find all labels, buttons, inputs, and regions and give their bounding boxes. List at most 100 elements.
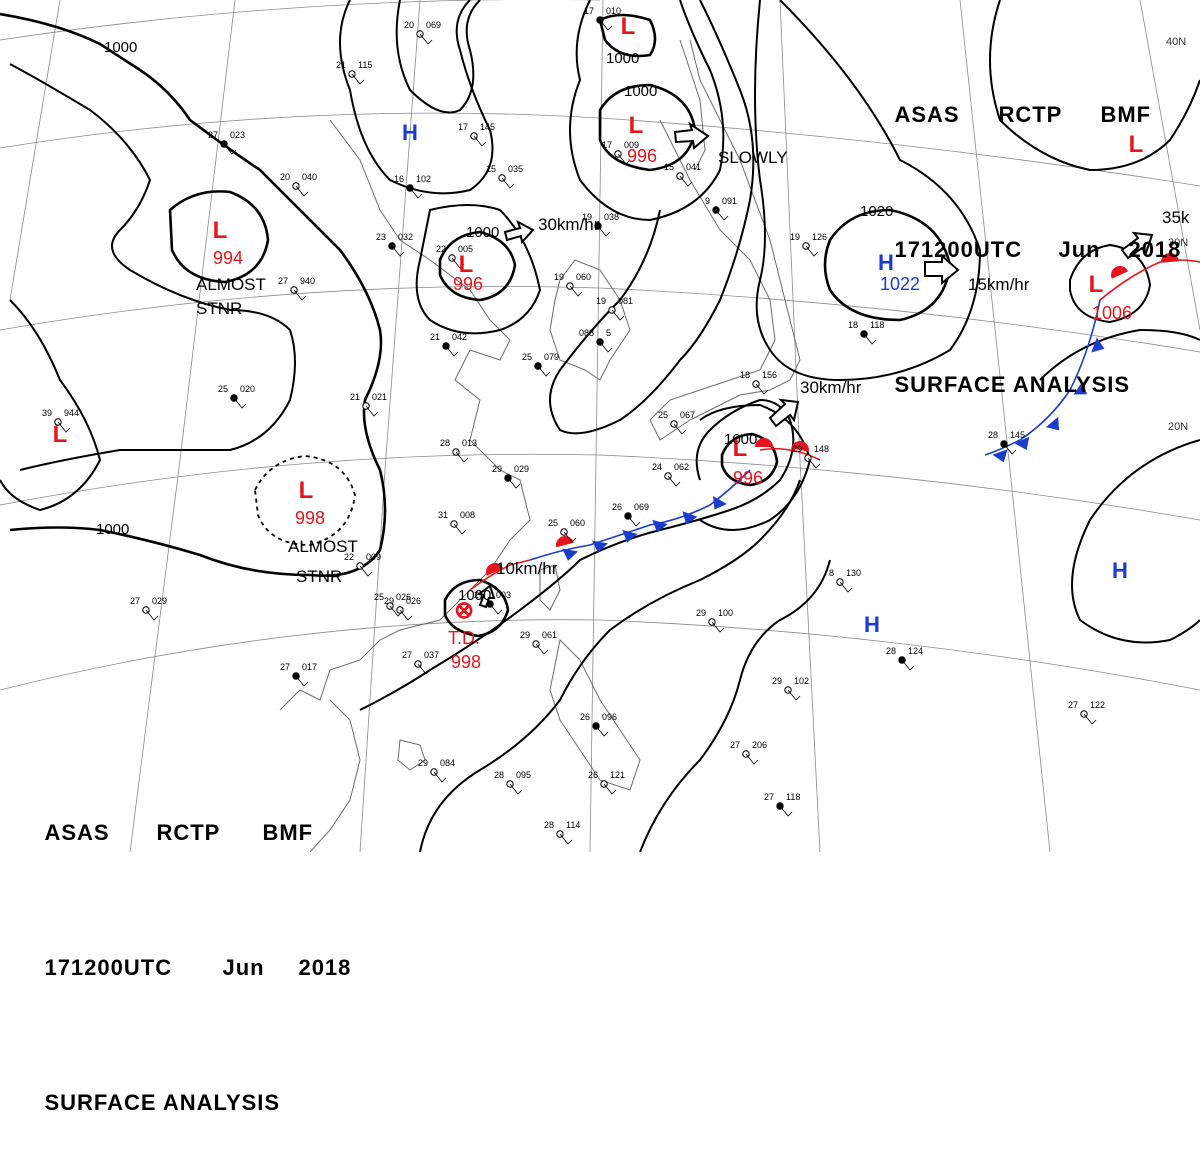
high-pressure-symbol: H bbox=[1112, 558, 1128, 583]
pressure-value: 998 bbox=[295, 508, 325, 528]
wind-barb-icon bbox=[595, 725, 609, 737]
motion-arrow-icon bbox=[673, 121, 710, 150]
meridian-line bbox=[779, 0, 821, 852]
station-pressure: 5 bbox=[606, 328, 611, 338]
wind-barb-icon bbox=[489, 603, 503, 615]
station-temperature: 25 bbox=[658, 410, 668, 420]
wind-barb-icon bbox=[295, 185, 309, 197]
station-pressure: 148 bbox=[814, 444, 829, 454]
wind-barb-icon bbox=[433, 771, 447, 783]
station-temperature: 29 bbox=[520, 630, 530, 640]
station-temperature: 26 bbox=[580, 712, 590, 722]
station-temperature: 29 bbox=[418, 758, 428, 768]
station-plot: 26 096 bbox=[580, 712, 617, 737]
wind-barb-icon bbox=[391, 245, 405, 257]
station-plot: 28 124 bbox=[886, 646, 923, 671]
wind-barb-icon bbox=[537, 365, 551, 377]
station-pressure: 023 bbox=[230, 130, 245, 140]
wind-barb-icon bbox=[57, 421, 71, 433]
station-plots: 27 023 20 040 21 115 23 032 22 005 27 940 21 042 21 021… bbox=[42, 6, 1105, 845]
wind-barb-icon bbox=[627, 515, 641, 527]
wind-barb-icon bbox=[409, 187, 423, 199]
station-plot: 27 037 bbox=[402, 650, 439, 675]
isobars bbox=[0, 0, 1200, 852]
isobar-line bbox=[754, 0, 982, 382]
station-temperature: 15 bbox=[664, 162, 674, 172]
station-plot: 29 100 bbox=[696, 608, 733, 633]
station-pressure: 040 bbox=[302, 172, 317, 182]
wind-barb-icon bbox=[839, 581, 853, 593]
weather-map: 27 023 20 040 21 115 23 032 22 005 27 940 21 042 21 021… bbox=[0, 0, 1200, 852]
low-pressure-symbol: L bbox=[629, 112, 644, 139]
station-plot: 19 038 bbox=[582, 212, 619, 237]
station-temperature: 27 bbox=[730, 740, 740, 750]
station-plot: 24 062 bbox=[652, 462, 689, 487]
station-pressure: 156 bbox=[762, 370, 777, 380]
station-plot: 27 940 bbox=[278, 276, 315, 301]
low-pressure-symbol: L bbox=[621, 13, 636, 40]
wind-barb-icon bbox=[559, 833, 573, 845]
station-temperature: 39 bbox=[42, 408, 52, 418]
isobar-line bbox=[443, 578, 510, 638]
wind-barb-icon bbox=[501, 177, 515, 189]
isobar-line bbox=[569, 0, 725, 222]
station-plot: 28 095 bbox=[494, 770, 531, 795]
station-pressure: 130 bbox=[846, 568, 861, 578]
motion-label: ALMOST bbox=[288, 537, 358, 556]
station-pressure: 122 bbox=[1090, 700, 1105, 710]
station-pressure: 121 bbox=[610, 770, 625, 780]
station-temperature: 15 bbox=[486, 164, 496, 174]
parallel-line bbox=[0, 285, 1200, 353]
cold-front-line bbox=[984, 299, 1101, 456]
station-pressure: 145 bbox=[480, 122, 495, 132]
station-plot: 29 102 bbox=[772, 676, 809, 701]
station-pressure: 206 bbox=[752, 740, 767, 750]
station-temperature: 21 bbox=[350, 392, 360, 402]
isobar-line bbox=[1069, 243, 1152, 324]
station-pressure: 102 bbox=[794, 676, 809, 686]
motion-arrow-icon bbox=[476, 584, 496, 609]
station-plot: 16 102 bbox=[394, 174, 431, 199]
latitude-label: 30N bbox=[1168, 237, 1188, 249]
isobar-line bbox=[415, 204, 542, 335]
station-temperature: 9 bbox=[705, 196, 710, 206]
header-title: SURFACE ANALYSIS bbox=[44, 1090, 281, 1115]
coast-sakhalin bbox=[679, 39, 706, 171]
meridian-line bbox=[129, 0, 236, 852]
wind-barb-icon bbox=[473, 135, 487, 147]
isobar-label: 1000 bbox=[624, 83, 657, 100]
station-pressure: 102 bbox=[416, 174, 431, 184]
warm-front-line bbox=[1099, 259, 1200, 301]
wind-barb-icon bbox=[901, 659, 915, 671]
station-temperature: 27 bbox=[130, 596, 140, 606]
isobar-line bbox=[0, 12, 387, 577]
station-plot: 28 013 bbox=[440, 438, 477, 463]
pressure-value: 996 bbox=[627, 146, 657, 166]
coast-japan bbox=[649, 39, 801, 441]
station-plot: 25 026 bbox=[374, 592, 411, 617]
wind-barb-icon bbox=[715, 209, 729, 221]
station-pressure: 042 bbox=[452, 332, 467, 342]
wind-barb-icon bbox=[611, 309, 625, 321]
station-plot: 25 067 bbox=[658, 410, 695, 435]
station-temperature: 28 bbox=[988, 430, 998, 440]
header-station: RCTP bbox=[156, 820, 221, 845]
station-pressure: 944 bbox=[64, 408, 79, 418]
station-temperature: 24 bbox=[652, 462, 662, 472]
high-pressure-symbol: H bbox=[402, 120, 418, 145]
wind-barb-icon bbox=[787, 689, 801, 701]
coast-hainan bbox=[397, 739, 426, 771]
station-plot: 25 020 bbox=[218, 384, 255, 409]
header-service: BMF bbox=[1100, 102, 1152, 127]
station-temperature: 25 bbox=[374, 592, 384, 602]
station-temperature: 25 bbox=[548, 518, 558, 528]
station-pressure: 026 bbox=[406, 596, 421, 606]
station-plot: 26 121 bbox=[588, 770, 625, 795]
station-plot: 19 081 bbox=[596, 296, 633, 321]
wind-barb-icon bbox=[617, 153, 631, 165]
warm-front-semicircle bbox=[486, 563, 504, 576]
isobar-line bbox=[1039, 328, 1200, 381]
wind-barb-icon bbox=[359, 565, 373, 577]
station-temperature: 16 bbox=[394, 174, 404, 184]
